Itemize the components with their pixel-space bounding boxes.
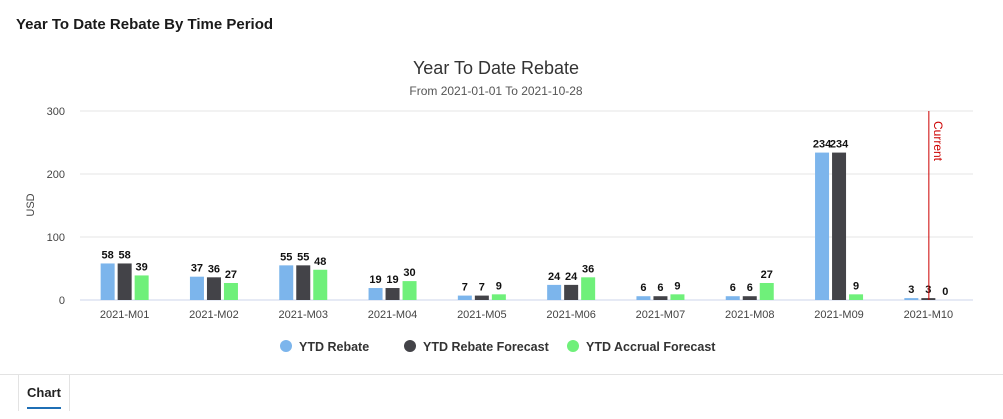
data-label: 6 [747, 282, 753, 294]
data-label: 9 [674, 280, 680, 292]
bar-ytd-rebate-forecast[interactable] [296, 265, 311, 300]
x-tick-label: 2021-M07 [636, 309, 686, 321]
bar-ytd-rebate-forecast[interactable] [742, 296, 757, 300]
legend-item-ytd-rebate-forecast[interactable]: YTD Rebate Forecast [404, 340, 550, 354]
bar-ytd-rebate-forecast[interactable] [117, 263, 132, 300]
bar-ytd-rebate[interactable] [904, 298, 919, 300]
legend-label: YTD Accrual Forecast [586, 340, 716, 354]
data-label: 24 [565, 271, 578, 283]
bar-ytd-rebate-forecast[interactable] [474, 295, 489, 300]
tab-chart-label: Chart [27, 385, 61, 400]
bar-ytd-rebate-forecast[interactable] [564, 284, 579, 300]
bar-ytd-rebate[interactable] [547, 284, 562, 300]
x-tick-label: 2021-M05 [457, 309, 507, 321]
data-label: 19 [369, 274, 381, 286]
bar-ytd-rebate[interactable] [189, 276, 204, 300]
bar-ytd-accrual-forecast[interactable] [849, 294, 864, 300]
y-tick-label: 300 [47, 106, 65, 118]
bar-ytd-rebate[interactable] [100, 263, 115, 300]
bar-ytd-rebate[interactable] [725, 296, 740, 300]
legend-label: YTD Rebate [299, 340, 369, 354]
x-tick-label: 2021-M08 [725, 309, 775, 321]
x-tick-label: 2021-M01 [100, 309, 150, 321]
data-label: 24 [548, 271, 561, 283]
chart-subtitle: From 2021-01-01 To 2021-10-28 [409, 84, 583, 98]
bar-ytd-accrual-forecast[interactable] [223, 282, 238, 300]
legend-label: YTD Rebate Forecast [423, 340, 550, 354]
bar-ytd-rebate-forecast[interactable] [832, 152, 847, 300]
data-label: 9 [496, 280, 502, 292]
legend-marker [404, 340, 416, 352]
chart-title: Year To Date Rebate [413, 58, 579, 78]
data-label: 30 [403, 267, 415, 279]
data-label: 58 [119, 249, 131, 261]
bar-ytd-rebate[interactable] [636, 296, 651, 300]
ytd-rebate-chart: Year To Date Rebate From 2021-01-01 To 2… [25, 58, 973, 354]
legend-item-ytd-accrual-forecast[interactable]: YTD Accrual Forecast [567, 340, 716, 354]
x-tick-label: 2021-M04 [368, 309, 418, 321]
bar-ytd-accrual-forecast[interactable] [759, 282, 774, 300]
data-label: 6 [657, 282, 663, 294]
active-tab-indicator [27, 407, 61, 409]
data-label: 19 [386, 274, 398, 286]
bar-ytd-rebate[interactable] [279, 265, 294, 300]
bar-ytd-rebate-forecast[interactable] [385, 288, 400, 300]
data-label: 55 [280, 251, 292, 263]
bar-ytd-rebate[interactable] [368, 288, 383, 300]
data-label: 234 [830, 139, 849, 151]
data-label: 36 [208, 263, 220, 275]
data-label: 58 [102, 249, 114, 261]
bar-ytd-accrual-forecast[interactable] [491, 294, 506, 300]
legend-item-ytd-rebate[interactable]: YTD Rebate [280, 340, 369, 354]
bar-ytd-accrual-forecast[interactable] [134, 275, 149, 300]
data-label: 37 [191, 263, 203, 275]
legend-marker [567, 340, 579, 352]
bar-ytd-accrual-forecast[interactable] [670, 294, 685, 300]
legend-marker [280, 340, 292, 352]
data-label: 7 [479, 282, 485, 294]
tab-chart[interactable]: Chart [18, 375, 70, 411]
data-label: 3 [908, 284, 914, 296]
x-tick-label: 2021-M02 [189, 309, 239, 321]
x-tick-label: 2021-M09 [814, 309, 864, 321]
bar-ytd-accrual-forecast[interactable] [402, 281, 417, 300]
panel-title: Year To Date Rebate By Time Period [16, 16, 274, 33]
y-tick-label: 200 [47, 169, 65, 181]
bar-ytd-rebate-forecast[interactable] [206, 277, 221, 300]
data-label: 6 [640, 282, 646, 294]
data-label: 55 [297, 251, 309, 263]
y-tick-label: 100 [47, 232, 65, 244]
data-label: 39 [136, 261, 148, 273]
data-label: 27 [225, 269, 237, 281]
y-axis-label: USD [25, 193, 37, 216]
data-label: 7 [462, 282, 468, 294]
x-tick-label: 2021-M06 [546, 309, 596, 321]
x-tick-label: 2021-M10 [904, 309, 954, 321]
data-label: 9 [853, 280, 859, 292]
data-label: 234 [813, 139, 832, 151]
y-tick-label: 0 [59, 295, 65, 307]
data-label: 48 [314, 256, 326, 268]
bar-ytd-rebate[interactable] [815, 152, 830, 300]
current-plot-line-label: Current [931, 121, 945, 162]
data-label: 27 [761, 269, 773, 281]
bar-ytd-accrual-forecast[interactable] [313, 269, 328, 300]
bar-ytd-rebate[interactable] [457, 295, 472, 300]
bar-ytd-accrual-forecast[interactable] [581, 277, 596, 300]
x-tick-label: 2021-M03 [278, 309, 328, 321]
data-label: 6 [730, 282, 736, 294]
bar-ytd-rebate-forecast[interactable] [653, 296, 668, 300]
data-label: 0 [942, 286, 948, 298]
tab-bar: Chart [0, 374, 1003, 419]
data-label: 36 [582, 263, 594, 275]
